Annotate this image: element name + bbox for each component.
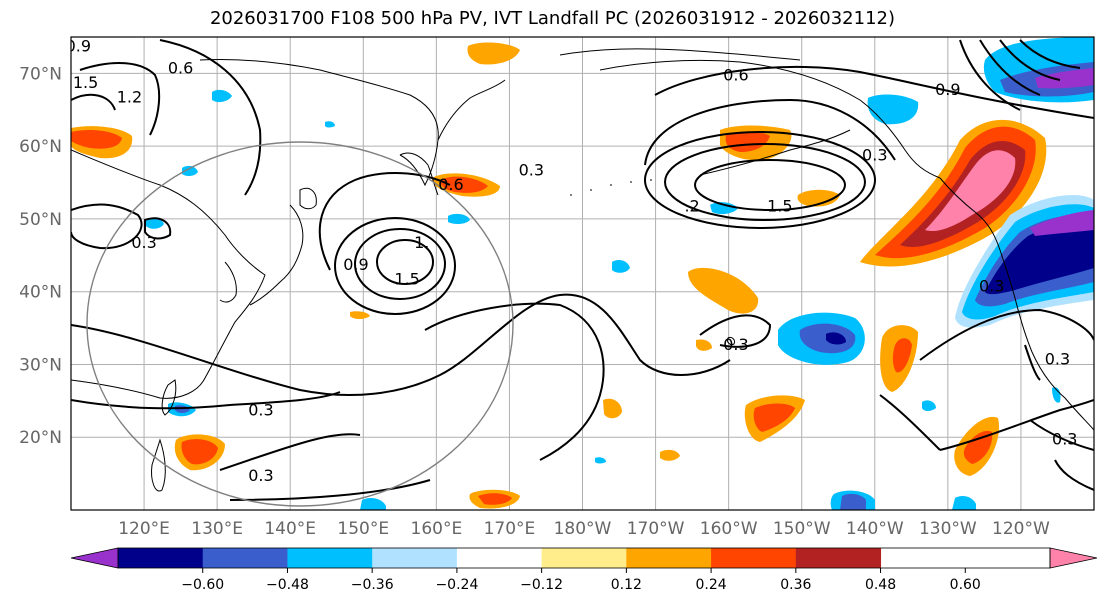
lat-tick-label: 30°N <box>19 355 62 375</box>
contour-label: .2 <box>684 197 699 216</box>
map-title: 2026031700 F108 500 hPa PV, IVT Landfall… <box>209 8 896 29</box>
contour-label: 0.3 <box>519 160 544 179</box>
contour-label: 0.6 <box>723 66 748 85</box>
lon-tick-label: 180°W <box>554 519 612 539</box>
lon-tick-label: 140°E <box>264 519 316 539</box>
lon-tick-label: 120°E <box>118 519 170 539</box>
colorbar-tick-label: 0.36 <box>780 577 811 593</box>
lon-tick-label: 120°W <box>992 519 1050 539</box>
lat-tick-label: 60°N <box>19 137 62 157</box>
contour-label: 1.2 <box>117 87 142 106</box>
lon-tick-label: 130°E <box>191 519 243 539</box>
colorbar-bin <box>287 548 373 568</box>
colorbar-bin <box>541 548 627 568</box>
graticule <box>71 37 1094 510</box>
latitude-labels: 20°N 30°N 40°N 50°N 60°N 70°N <box>19 64 62 448</box>
lat-tick-label: 40°N <box>19 283 62 303</box>
colorbar: −0.60 −0.48 −0.36 −0.24 −0.12 0.12 0.24 0.36 0.4… <box>70 547 1098 593</box>
contour-label: 0.9 <box>66 37 91 56</box>
pv-contours <box>71 39 1094 501</box>
contour-label: 1.5 <box>394 269 419 288</box>
contour-label: 0.3 <box>248 466 273 485</box>
colorbar-bin <box>711 548 797 568</box>
contour-label: 0.9 <box>935 80 960 99</box>
lat-tick-label: 70°N <box>19 64 62 84</box>
colorbar-bin <box>202 548 288 568</box>
colorbar-tick-label: −0.60 <box>181 577 224 593</box>
colorbar-bin <box>372 548 458 568</box>
colorbar-bin <box>118 548 204 568</box>
colorbar-extend-min <box>70 547 119 569</box>
colorbar-tick-label: −0.24 <box>435 577 478 593</box>
contour-label: 0.3 <box>979 277 1004 296</box>
contour-label: 0.3 <box>1045 349 1070 368</box>
colorbar-tick-label: 0.24 <box>696 577 727 593</box>
lon-tick-label: 170°E <box>484 519 536 539</box>
lon-tick-label: 170°W <box>627 519 685 539</box>
colorbar-bin <box>456 548 543 568</box>
shaded-anomalies <box>71 37 1094 510</box>
longitude-labels: 120°E 130°E 140°E 150°E 160°E 170°E 180°W 170°W… <box>118 519 1050 539</box>
lon-tick-label: 140°W <box>846 519 904 539</box>
lon-tick-label: 130°W <box>919 519 977 539</box>
colorbar-tick-label: 0.60 <box>950 577 981 593</box>
contour-label: 1.5 <box>767 197 792 216</box>
contour-label: 0.3 <box>248 400 273 419</box>
contour-label: 0.6 <box>168 58 193 77</box>
coastlines <box>71 48 1094 492</box>
contour-label: 1.5 <box>73 73 98 92</box>
colorbar-tick-label: 0.12 <box>611 577 642 593</box>
colorbar-tick-label: 0.48 <box>865 577 896 593</box>
contour-label: 0.3 <box>723 335 748 354</box>
lon-tick-label: 150°W <box>773 519 831 539</box>
contour-label: 0.3 <box>1052 430 1077 449</box>
lon-tick-label: 150°E <box>337 519 389 539</box>
colorbar-extend-max <box>1049 547 1098 569</box>
lat-tick-label: 50°N <box>19 210 62 230</box>
contour-label: 0.6 <box>438 175 463 194</box>
colorbar-tick-label: −0.48 <box>266 577 309 593</box>
contour-label: 1. <box>414 233 429 252</box>
contour-label: 0.3 <box>131 233 156 252</box>
colorbar-tick-label: −0.36 <box>351 577 394 593</box>
contour-labels: 0.6 0.9 1.5 1.2 0.6 0.9 0.3 0.6 0.3 1.5 .2 0.3 0.9 1.… <box>66 37 1077 485</box>
lon-tick-label: 160°E <box>411 519 463 539</box>
colorbar-bin <box>626 548 712 568</box>
contour-label: 0.3 <box>862 146 887 165</box>
colorbar-tick-label: −0.12 <box>520 577 563 593</box>
map-frame <box>70 36 1095 511</box>
lat-tick-label: 20°N <box>19 428 62 448</box>
radius-ring <box>86 141 514 507</box>
colorbar-bin <box>795 548 882 568</box>
lon-tick-label: 160°W <box>700 519 758 539</box>
contour-label: 0.9 <box>343 255 368 274</box>
